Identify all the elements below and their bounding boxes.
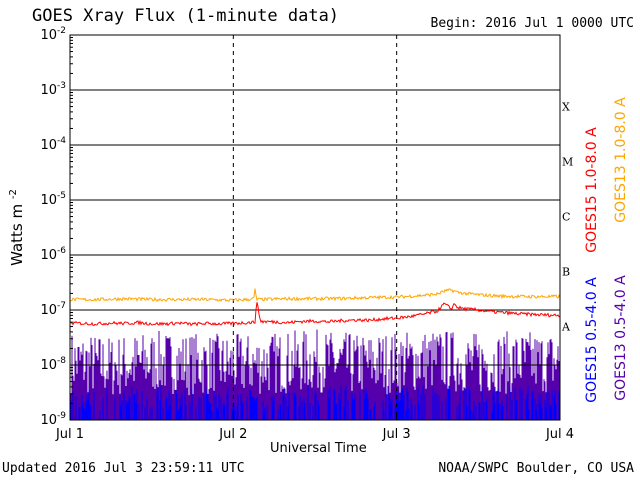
y-tick-label: 10-2 [40, 26, 66, 43]
y-tick-label: 10-6 [40, 246, 66, 263]
y-tick-label: 10-4 [40, 136, 66, 153]
x-tick-label: Jul 4 [545, 427, 574, 442]
flare-class-label: A [561, 321, 571, 334]
flare-class-label: B [562, 266, 570, 279]
begin-time: Begin: 2016 Jul 1 0000 UTC [430, 16, 635, 31]
flare-class-label: M [562, 156, 573, 169]
x-tick-label: Jul 1 [55, 427, 84, 442]
flare-class-label: X [562, 101, 570, 114]
legend-entry: GOES15 0.5-4.0 A [584, 277, 600, 403]
y-axis-label: Watts m -2 [8, 189, 26, 266]
legend-entry: GOES15 1.0-8.0 A [584, 127, 600, 253]
updated-timestamp: Updated 2016 Jul 3 23:59:11 UTC [2, 461, 245, 476]
series-goes13-long-line [69, 288, 561, 303]
x-axis-label: Universal Time [270, 441, 367, 456]
chart-title: GOES Xray Flux (1-minute data) [32, 6, 340, 26]
legend-entry: GOES13 1.0-8.0 A [613, 97, 629, 223]
plot-frame [69, 34, 561, 421]
y-tick-label: 10-8 [40, 356, 66, 373]
x-tick-label: Jul 3 [382, 427, 411, 442]
y-tick-label: 10-5 [40, 191, 66, 208]
flare-class-label: C [562, 211, 570, 224]
y-tick-label: 10-7 [40, 301, 66, 318]
series-goes15-short-line [70, 385, 560, 420]
y-tick-label: 10-3 [40, 81, 66, 98]
credit-text: NOAA/SWPC Boulder, CO USA [438, 461, 634, 476]
legend-entry: GOES13 0.5-4.0 A [613, 275, 629, 401]
x-tick-label: Jul 2 [218, 427, 247, 442]
series-goes15-long-line [69, 302, 561, 327]
y-tick-label: 10-9 [40, 411, 66, 428]
